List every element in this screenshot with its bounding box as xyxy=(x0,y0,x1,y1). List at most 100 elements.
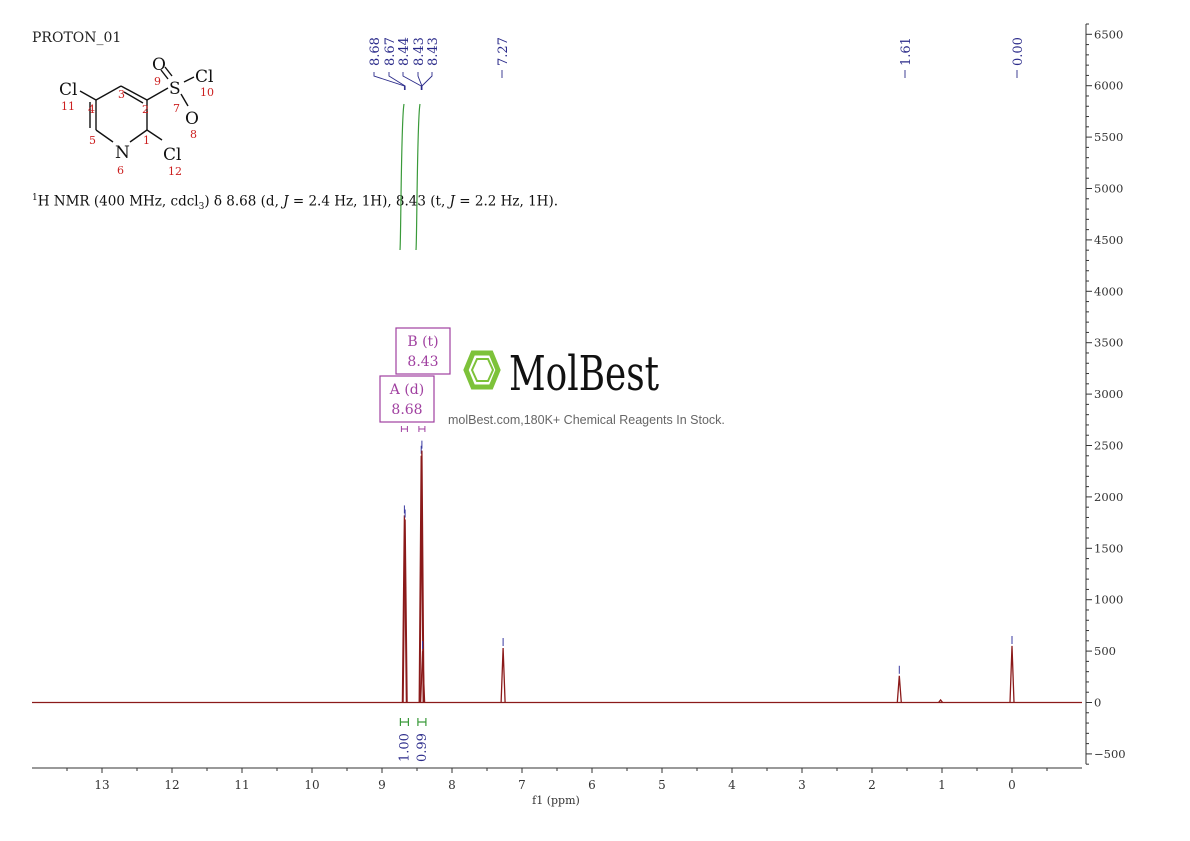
atom-number-5: 5 xyxy=(89,134,96,147)
bond-s-cl10 xyxy=(183,76,195,83)
bond-n-c5 xyxy=(95,129,114,143)
x-tick-label: 3 xyxy=(798,778,806,792)
atom-number-2: 2 xyxy=(142,103,149,116)
atom-number-4: 4 xyxy=(88,103,95,116)
benzene-logo-icon xyxy=(463,350,501,390)
spectrum-peak xyxy=(418,455,424,703)
peak-shift-label: 8.43 xyxy=(426,37,441,66)
spectrum-peak xyxy=(419,450,425,703)
bond-s-o9-double xyxy=(160,69,169,80)
atom-number-8: 8 xyxy=(190,128,197,141)
y-tick-label: 2500 xyxy=(1094,439,1123,453)
atom-number-9: 9 xyxy=(154,75,161,88)
integral-curve-b xyxy=(415,103,421,251)
x-tick-label: 0 xyxy=(1008,778,1016,792)
y-tick-label: 4500 xyxy=(1094,233,1123,247)
spectrum-peak xyxy=(896,675,902,703)
molbest-logo: MolBest xyxy=(463,346,659,400)
bond-c3-c2 xyxy=(120,85,148,101)
atom-o-9: O xyxy=(152,55,166,75)
multiplet-shift: 8.43 xyxy=(407,354,438,370)
integral-value: 0.99 xyxy=(415,733,430,762)
atom-cl-10: Cl xyxy=(195,67,213,87)
x-tick-label: 2 xyxy=(868,778,876,792)
x-axis-label: f1 (ppm) xyxy=(532,794,580,807)
peak-shift-label: 8.43 xyxy=(412,37,427,66)
atom-n-6: N xyxy=(115,143,130,163)
spectrum-peak xyxy=(1009,645,1015,703)
spectrum-peak xyxy=(500,647,506,703)
multiplet-box xyxy=(379,375,435,423)
x-tick-label: 10 xyxy=(304,778,319,792)
x-tick-label: 5 xyxy=(658,778,666,792)
bond-s-o8 xyxy=(180,93,189,107)
y-tick-label: 5000 xyxy=(1094,182,1123,196)
atom-number-12: 12 xyxy=(168,165,182,178)
x-tick-label: 8 xyxy=(448,778,456,792)
atom-o-8: O xyxy=(185,109,199,129)
atom-cl-12: Cl xyxy=(163,145,181,165)
peak-label-leader xyxy=(388,72,406,90)
bond-c2-s xyxy=(146,87,169,101)
y-tick-label: 0 xyxy=(1094,696,1101,710)
peak-label-leader xyxy=(373,72,405,90)
spectrum-peak xyxy=(938,698,944,703)
y-tick-label: 2000 xyxy=(1094,490,1123,504)
bond-c1-n xyxy=(129,129,148,143)
x-tick-label: 11 xyxy=(234,778,249,792)
multiplet-label: A (d) xyxy=(389,382,424,398)
y-tick-label: 6500 xyxy=(1094,27,1123,41)
molbest-brand: MolBest xyxy=(509,346,659,400)
x-tick-label: 4 xyxy=(728,778,736,792)
x-tick-label: 9 xyxy=(378,778,386,792)
spectrum-title: PROTON_01 xyxy=(32,30,122,46)
peak-shift-label: 8.44 xyxy=(397,37,412,66)
peak-shift-label: 0.00 xyxy=(1011,37,1026,66)
atom-number-11: 11 xyxy=(61,100,75,113)
bond-c1-cl12 xyxy=(146,129,163,141)
y-tick-label: 5500 xyxy=(1094,130,1123,144)
spectrum-peak xyxy=(402,519,408,703)
x-tick-label: 7 xyxy=(518,778,526,792)
atom-s-7: S xyxy=(169,79,181,99)
spectrum-peak xyxy=(419,651,426,703)
peak-shift-label: 8.67 xyxy=(383,37,398,66)
peak-shift-label: 8.68 xyxy=(368,37,383,66)
atom-number-7: 7 xyxy=(173,102,180,115)
bond-s-o9 xyxy=(164,66,173,77)
bond-c4-cl xyxy=(79,90,97,101)
atom-cl-11: Cl xyxy=(59,80,77,100)
x-tick-label: 1 xyxy=(938,778,946,792)
y-tick-label: 3000 xyxy=(1094,387,1123,401)
multiplet-label: B (t) xyxy=(407,334,438,350)
x-tick-label: 13 xyxy=(94,778,109,792)
y-tick-label: 3500 xyxy=(1094,336,1123,350)
integral-value: 1.00 xyxy=(397,733,412,762)
y-tick-label: 500 xyxy=(1094,644,1116,658)
peak-label-leader xyxy=(421,72,433,90)
nmr-description: 1H NMR (400 MHz, cdcl3) δ 8.68 (d, J = 2… xyxy=(32,193,559,213)
atom-number-10: 10 xyxy=(200,86,214,99)
x-tick-label: 12 xyxy=(164,778,179,792)
atom-number-6: 6 xyxy=(117,164,124,177)
multiplet-shift: 8.68 xyxy=(391,402,422,418)
integral-range-marker xyxy=(399,718,409,726)
atom-number-1: 1 xyxy=(143,134,150,147)
atom-number-3: 3 xyxy=(118,88,125,101)
y-tick-label: 1500 xyxy=(1094,541,1123,555)
molecule-structure: Cl O S Cl O N Cl 9 10 11 3 4 2 7 8 5 1 6… xyxy=(59,55,214,178)
molbest-tagline: molBest.com,180K+ Chemical Reagents In S… xyxy=(448,413,725,427)
y-tick-label: 1000 xyxy=(1094,593,1123,607)
peak-shift-label: 7.27 xyxy=(496,37,511,66)
bond-c4-c3 xyxy=(95,85,122,101)
x-tick-label: 6 xyxy=(588,778,596,792)
y-tick-label: −500 xyxy=(1094,747,1126,761)
bond-c3-c2-double xyxy=(123,91,144,104)
peak-shift-label: 1.61 xyxy=(899,37,914,66)
peak-label-leader xyxy=(402,72,422,90)
integral-curve-a xyxy=(399,103,405,251)
spectrum-peak xyxy=(401,515,408,703)
integral-range-marker xyxy=(417,718,427,726)
multiplet-box xyxy=(395,327,451,375)
